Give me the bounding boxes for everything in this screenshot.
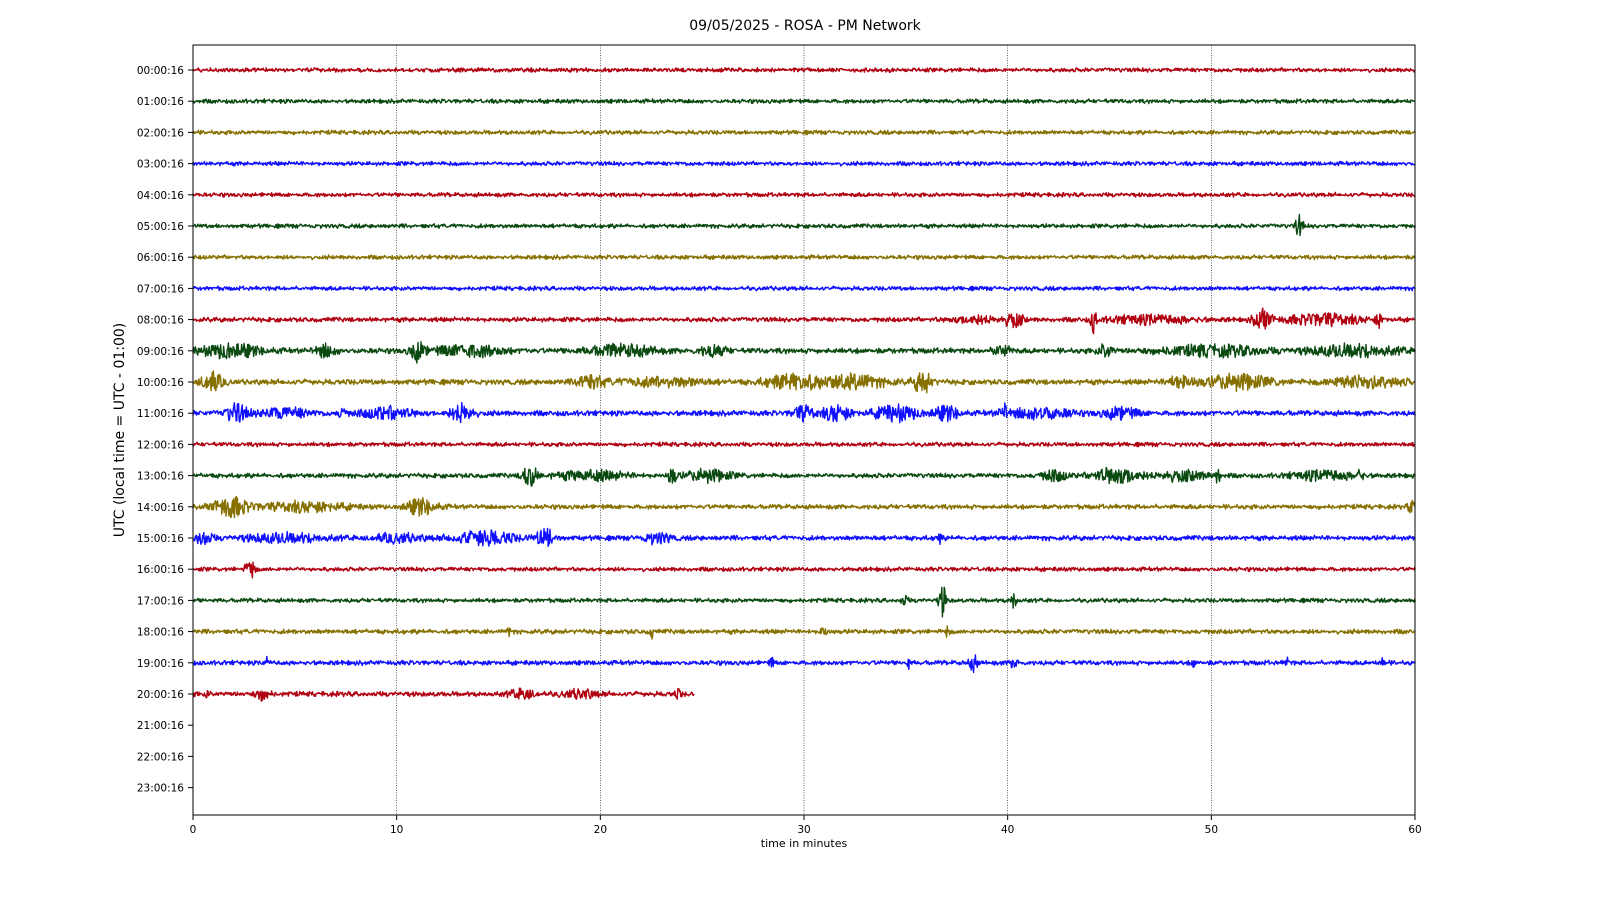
trace-line <box>192 527 1416 548</box>
trace-line <box>192 98 1416 105</box>
x-tick-label-40: 40 <box>1001 824 1014 836</box>
y-tick-label: 23:00:16 <box>137 783 184 795</box>
vertical-grid <box>396 45 1212 815</box>
x-tick-label-50: 50 <box>1205 824 1218 836</box>
y-tick-label: 08:00:16 <box>137 315 184 327</box>
y-tick-label: 17:00:16 <box>137 595 184 607</box>
trace-line <box>192 254 1416 261</box>
trace-line <box>192 285 1416 292</box>
trace-line <box>192 370 1416 394</box>
y-tick-label: 19:00:16 <box>137 658 184 670</box>
y-tick-label: 10:00:16 <box>137 377 184 389</box>
trace-line <box>192 307 1416 335</box>
y-tick-label: 11:00:16 <box>137 408 184 420</box>
y-tick-label: 00:00:16 <box>137 65 184 77</box>
trace-line <box>192 687 695 702</box>
trace-line <box>192 466 1416 487</box>
trace-line <box>192 213 1416 237</box>
y-tick-label: 05:00:16 <box>137 221 184 233</box>
y-tick-label: 04:00:16 <box>137 190 184 202</box>
x-tick-label-60: 60 <box>1408 824 1421 836</box>
plot-frame <box>192 44 1416 816</box>
y-tick-label: 18:00:16 <box>137 627 184 639</box>
trace-line <box>192 191 1416 198</box>
y-tick-label: 16:00:16 <box>137 564 184 576</box>
y-tick-label: 13:00:16 <box>137 471 184 483</box>
trace-line <box>192 401 1416 424</box>
y-tick-label: 12:00:16 <box>137 439 184 451</box>
y-axis-label: UTC (local time = UTC - 01:00) <box>112 323 128 538</box>
y-tick-label: 20:00:16 <box>137 689 184 701</box>
x-tick-labels: 0 10 20 30 40 50 60 <box>190 815 1422 836</box>
y-tick-label: 14:00:16 <box>137 502 184 514</box>
x-tick-label-10: 10 <box>390 824 403 836</box>
x-tick-label-0: 0 <box>190 824 197 836</box>
x-tick-label-30: 30 <box>797 824 810 836</box>
trace-line <box>192 67 1416 74</box>
y-tick-label: 09:00:16 <box>137 346 184 358</box>
y-tick-label: 22:00:16 <box>137 751 184 763</box>
x-axis-label: time in minutes <box>761 837 848 850</box>
trace-lines <box>192 67 1416 702</box>
trace-line <box>192 561 1416 579</box>
trace-line <box>192 654 1416 674</box>
trace-line <box>192 441 1416 448</box>
y-tick-label: 06:00:16 <box>137 252 184 264</box>
chart-title: 09/05/2025 - ROSA - PM Network <box>689 18 921 34</box>
trace-line <box>192 341 1416 364</box>
y-tick-label: 03:00:16 <box>137 159 184 171</box>
trace-line <box>192 495 1416 519</box>
y-tick-label: 02:00:16 <box>137 127 184 139</box>
trace-line <box>192 129 1416 136</box>
trace-line <box>192 586 1416 618</box>
y-tick-labels: 00:00:16 01:00:16 02:00:16 03:00:16 04:00:16… <box>137 65 193 795</box>
trace-line <box>192 625 1416 640</box>
x-tick-label-20: 20 <box>594 824 607 836</box>
trace-line <box>192 160 1416 167</box>
y-tick-label: 01:00:16 <box>137 96 184 108</box>
y-tick-label: 07:00:16 <box>137 283 184 295</box>
y-tick-label: 15:00:16 <box>137 533 184 545</box>
y-tick-label: 21:00:16 <box>137 720 184 732</box>
